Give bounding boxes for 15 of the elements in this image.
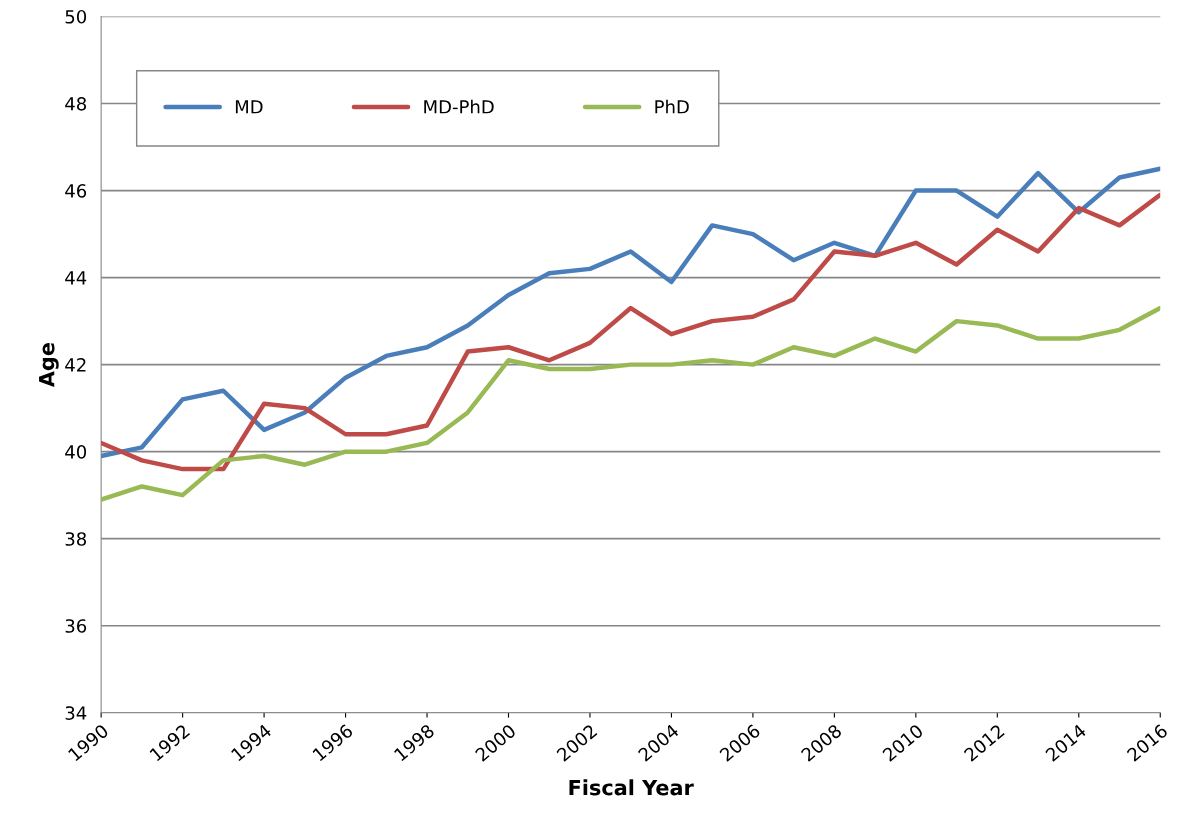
y-tick-label: 36 xyxy=(65,619,87,633)
y-axis-title: Age xyxy=(39,343,59,388)
y-tick-label: 38 xyxy=(65,532,87,546)
legend-label: PhD xyxy=(655,99,689,114)
y-tick-label: 48 xyxy=(65,96,87,111)
y-tick-label: 42 xyxy=(65,358,86,372)
y-tick-label: 46 xyxy=(65,184,87,198)
legend-label: MD xyxy=(235,100,263,114)
y-tick-label: 40 xyxy=(65,445,87,459)
y-tick-label: 44 xyxy=(65,271,87,285)
x-axis-title: Fiscal Year xyxy=(569,779,694,796)
line-series xyxy=(101,305,1161,502)
y-tick-label: 50 xyxy=(65,9,87,24)
y-tick-label: 34 xyxy=(65,706,87,720)
legend-label: MD-PhD xyxy=(424,99,494,114)
